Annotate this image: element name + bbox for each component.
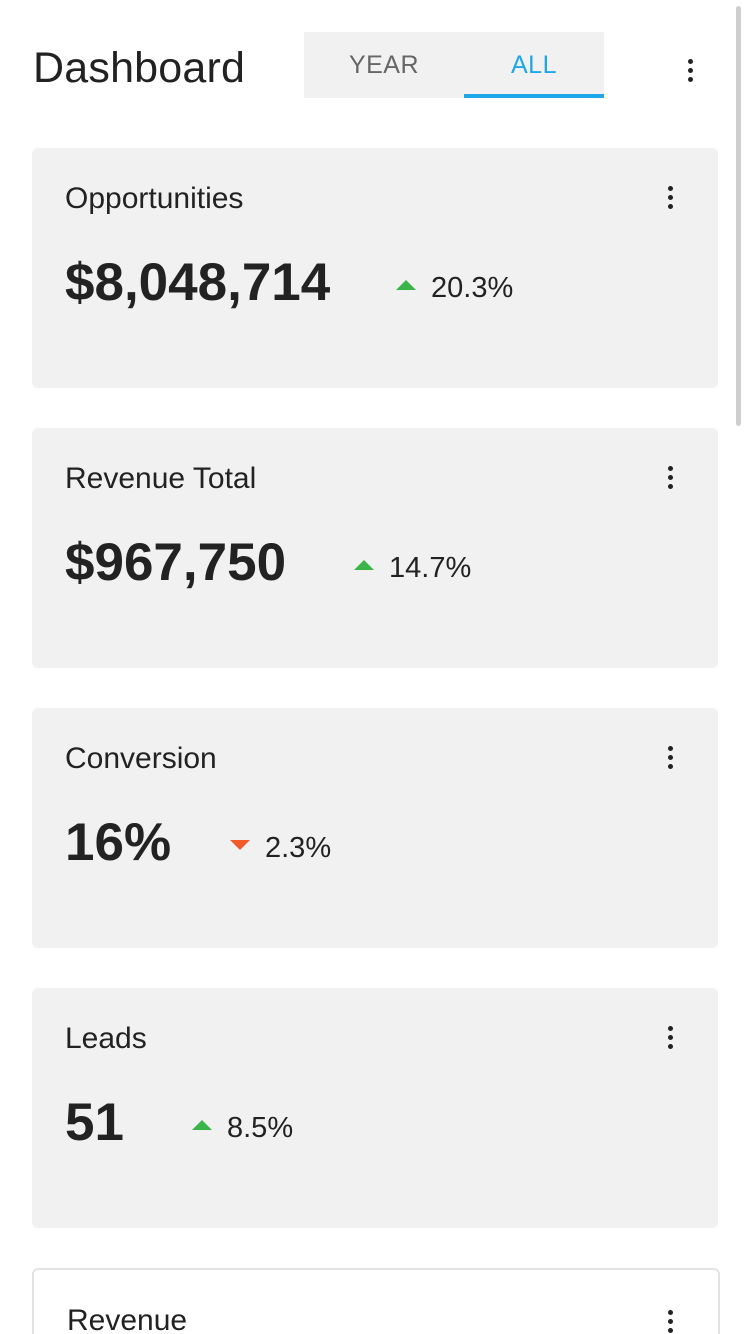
metric-value: 51 [65,1093,124,1152]
metric-value: $967,750 [65,533,287,592]
card-revenue-chart: Revenue [32,1268,720,1334]
metric-value: 16% [65,813,172,872]
tab-all[interactable]: ALL [464,32,604,98]
more-vertical-icon[interactable] [658,459,682,495]
header: Dashboard YEAR ALL [0,0,750,130]
metric-value: $8,048,714 [65,253,331,312]
period-tabs: YEAR ALL [304,32,604,98]
delta-value: 14.7% [389,552,472,584]
card-opportunities: Opportunities $8,048,714 20.3% [32,148,718,388]
metric-delta: 14.7% [354,552,471,585]
trend-up-icon [192,1119,212,1130]
delta-value: 8.5% [227,1112,294,1144]
card-revenue-total: Revenue Total $967,750 14.7% [32,428,718,668]
card-title: Leads [65,1022,147,1055]
more-vertical-icon[interactable] [658,1303,682,1334]
metric-delta: 8.5% [192,1112,293,1145]
card-title: Revenue [67,1304,188,1334]
page-title: Dashboard [33,44,246,92]
more-vertical-icon[interactable] [658,1019,682,1055]
more-vertical-icon[interactable] [658,179,682,215]
card-title: Opportunities [65,182,244,215]
trend-up-icon [354,559,374,570]
metric-delta: 2.3% [230,832,331,865]
delta-value: 2.3% [265,832,332,864]
more-vertical-icon[interactable] [678,52,702,88]
card-conversion: Conversion 16% 2.3% [32,708,718,948]
more-vertical-icon[interactable] [658,739,682,775]
scrollbar[interactable] [736,6,741,426]
card-title: Revenue Total [65,462,257,495]
trend-up-icon [396,279,416,290]
delta-value: 20.3% [431,272,514,304]
tab-year[interactable]: YEAR [348,50,420,79]
card-leads: Leads 51 8.5% [32,988,718,1228]
card-title: Conversion [65,742,217,775]
metric-delta: 20.3% [396,272,513,305]
trend-down-icon [230,839,250,850]
